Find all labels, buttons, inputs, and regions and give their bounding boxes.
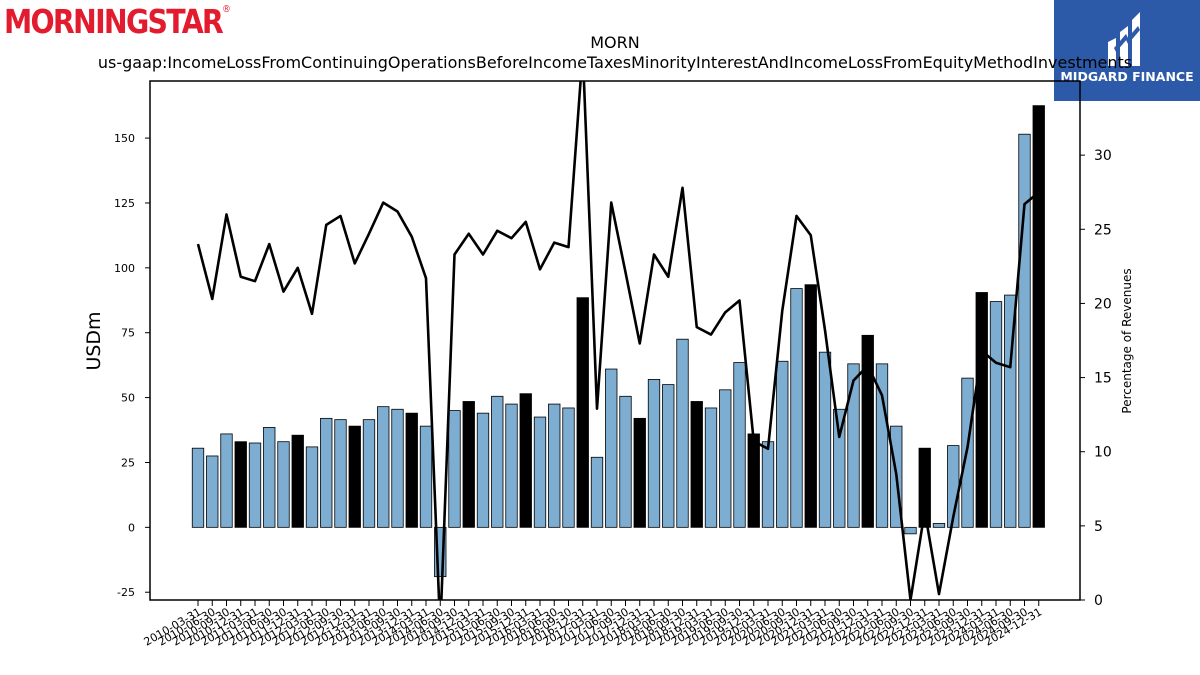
bar-2018-06-30 <box>662 384 675 528</box>
morningstar-logo-text: MORNINGSTAR <box>4 2 224 41</box>
bar-2020-03-31 <box>761 441 775 528</box>
bar-group <box>191 105 1045 578</box>
bar-2014-03-31 <box>419 425 433 528</box>
bar-2023-12-31 <box>975 292 988 528</box>
bar-2010-12-31 <box>234 441 247 528</box>
plot-frame <box>149 80 1081 601</box>
bar-2016-03-31 <box>533 416 547 528</box>
bar-2018-09-30 <box>676 338 689 528</box>
y-tick-label: 25 <box>121 456 135 469</box>
bar-2024-03-31 <box>989 301 1003 528</box>
bar-2019-12-31 <box>747 433 760 528</box>
bar-2022-03-31 <box>875 363 889 528</box>
bar-2021-09-30 <box>847 363 860 528</box>
bar-2012-12-31 <box>348 425 361 528</box>
bar-2018-12-31 <box>690 401 703 528</box>
bar-2015-09-30 <box>505 403 518 528</box>
bar-2016-06-30 <box>548 403 561 528</box>
x-axis: 2010-03-312010-06-302010-09-302010-12-31… <box>142 600 1044 649</box>
bar-2011-12-31 <box>291 434 304 528</box>
y2-tick-label: 10 <box>1094 445 1112 461</box>
bar-2019-06-30 <box>719 389 732 528</box>
bar-2013-12-31 <box>405 412 418 528</box>
y2-axis-label: Percentage of Revenues <box>1120 268 1134 413</box>
y-axis-left: -25 0 25 50 75 100 125 150 <box>114 132 150 599</box>
bar-2016-09-30 <box>562 407 575 528</box>
midgard-finance-logo: MIDGARD FINANCE <box>1054 0 1200 101</box>
bar-2021-06-30 <box>833 408 846 528</box>
y2-tick-label: 20 <box>1094 296 1112 312</box>
bar-2020-09-30 <box>790 288 803 528</box>
bar-2023-03-31 <box>932 523 946 528</box>
bar-2014-12-31 <box>462 401 475 528</box>
bar-2013-09-30 <box>391 408 404 528</box>
y-tick-label: 100 <box>114 262 135 275</box>
y2-tick-label: 30 <box>1094 148 1112 164</box>
bar-2014-06-30 <box>434 526 447 578</box>
bar-2024-06-30 <box>1004 294 1017 528</box>
bar-2019-09-30 <box>733 362 746 528</box>
percentage-line <box>196 81 1040 600</box>
bar-2011-09-30 <box>277 441 290 528</box>
y-tick-label: 50 <box>121 392 135 405</box>
bar-2022-09-30 <box>904 526 917 535</box>
y-tick-label: 150 <box>114 132 135 145</box>
morningstar-logo: MORNINGSTAR® <box>4 2 231 41</box>
chart-subtitle: us-gaap:IncomeLossFromContinuingOperatio… <box>98 53 1132 72</box>
bar-2013-06-30 <box>377 406 390 528</box>
bar-2021-03-31 <box>818 351 832 528</box>
y-tick-label: 125 <box>114 197 135 210</box>
line-group <box>196 81 1040 600</box>
bar-2016-12-31 <box>576 297 589 528</box>
bar-2021-12-31 <box>861 334 874 528</box>
bar-2013-03-31 <box>362 419 376 528</box>
bar-2015-03-31 <box>476 412 490 528</box>
y2-tick-label: 15 <box>1094 371 1112 387</box>
y2-tick-label: 0 <box>1094 593 1103 609</box>
bar-2018-03-31 <box>647 379 661 528</box>
bar-2017-09-30 <box>619 395 632 528</box>
bar-2020-06-30 <box>776 360 789 528</box>
bar-2024-09-30 <box>1018 133 1031 528</box>
bar-2010-06-30 <box>206 455 219 528</box>
registered-mark: ® <box>222 4 231 15</box>
bar-2015-12-31 <box>519 393 532 528</box>
chart-title: MORN <box>590 33 639 52</box>
bar-2011-06-30 <box>263 427 276 528</box>
bar-2019-03-31 <box>704 407 718 528</box>
y2-tick-label: 5 <box>1094 519 1103 535</box>
bar-2022-12-31 <box>918 447 931 528</box>
bar-2012-09-30 <box>334 419 347 528</box>
y-tick-label: 0 <box>128 521 135 534</box>
bar-2020-12-31 <box>804 284 817 528</box>
y-axis-label: USDm <box>83 311 105 370</box>
y-axis-right: 0 5 10 15 20 25 30 <box>1080 148 1112 609</box>
bar-2017-03-31 <box>590 456 604 528</box>
bar-2012-06-30 <box>320 417 333 528</box>
bar-2010-09-30 <box>220 433 233 528</box>
bar-2010-03-31 <box>191 447 205 528</box>
bar-2017-06-30 <box>605 368 618 528</box>
bar-2024-12-31 <box>1032 105 1045 528</box>
midgard-logo-text: MIDGARD FINANCE <box>1060 69 1194 84</box>
y-tick-label: 75 <box>121 327 135 340</box>
bar-2017-12-31 <box>633 417 646 528</box>
bar-2011-03-31 <box>248 442 262 528</box>
bar-2014-09-30 <box>448 410 461 528</box>
y-tick-label: -25 <box>117 586 135 599</box>
y2-tick-label: 25 <box>1094 222 1112 238</box>
bar-2012-03-31 <box>305 446 319 528</box>
bar-2015-06-30 <box>491 395 504 528</box>
midgard-logo-icon <box>1108 12 1140 66</box>
